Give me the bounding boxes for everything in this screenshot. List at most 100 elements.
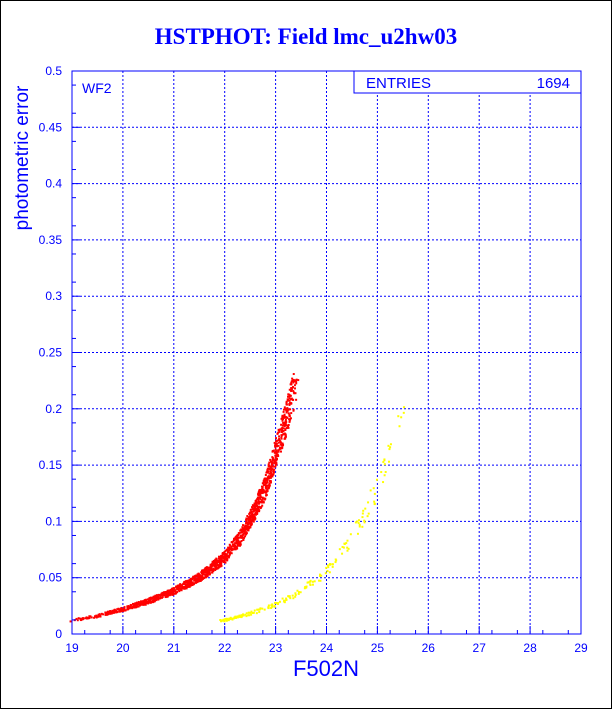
scatter-point <box>283 406 286 409</box>
scatter-point <box>280 423 283 426</box>
scatter-point <box>373 492 376 495</box>
scatter-point <box>274 443 277 446</box>
scatter-point <box>341 552 344 555</box>
scatter-point <box>215 565 218 568</box>
scatter-point <box>155 597 158 600</box>
scatter-point <box>236 544 239 547</box>
scatter-point <box>278 429 281 432</box>
scatter-point <box>146 598 149 601</box>
scatter-point <box>177 587 180 590</box>
scatter-point <box>293 380 296 383</box>
scatter-point <box>225 553 228 556</box>
scatter-point <box>277 431 280 434</box>
scatter-point <box>262 490 265 493</box>
scatter-point <box>182 586 185 589</box>
scatter-point <box>248 521 251 524</box>
scatter-point <box>280 417 283 420</box>
scatter-point <box>174 590 177 593</box>
scatter-point <box>176 588 179 591</box>
scatter-point <box>204 576 207 579</box>
scatter-point <box>278 600 281 603</box>
scatter-point <box>111 609 114 612</box>
scatter-point <box>257 492 260 495</box>
scatter-point <box>234 548 237 551</box>
scatter-point <box>380 471 383 474</box>
axis-ticks: 19 20 21 22 23 24 25 26 27 28 29 0 0.05 0.1 0.15 0.2 0.2… <box>39 64 588 655</box>
scatter-point <box>171 591 174 594</box>
scatter-point <box>275 439 278 442</box>
scatter-point <box>228 548 231 551</box>
stats-entries-label: ENTRIES <box>366 75 431 92</box>
scatter-point <box>228 547 231 550</box>
scatter-point <box>267 465 270 468</box>
scatter-point <box>361 525 364 528</box>
scatter-point <box>397 415 400 418</box>
scatter-point <box>285 424 288 427</box>
scatter-point <box>288 595 291 598</box>
scatter-point <box>138 604 141 607</box>
scatter-point <box>275 437 278 440</box>
scatter-point <box>260 505 263 508</box>
scatter-point <box>270 606 273 609</box>
scatter-point <box>104 611 107 614</box>
scatter-point <box>270 469 273 472</box>
scatter-point <box>226 559 229 562</box>
scatter-point <box>294 592 297 595</box>
scatter-point <box>263 483 266 486</box>
scatter-point <box>184 580 187 583</box>
scatter-point <box>280 436 283 439</box>
scatter-point <box>290 412 293 415</box>
scatter-point <box>275 452 278 455</box>
scatter-point <box>278 439 281 442</box>
scatter-point <box>289 418 292 421</box>
y-tick-label: 0.4 <box>45 177 62 191</box>
scatter-point <box>291 377 294 380</box>
scatter-point <box>342 546 345 549</box>
scatter-point <box>235 535 238 538</box>
scatter-point <box>260 499 263 502</box>
scatter-point <box>275 442 278 445</box>
scatter-point <box>305 586 308 589</box>
scatter-point <box>137 601 140 604</box>
scatter-point <box>277 441 280 444</box>
scatter-point <box>334 561 337 564</box>
scatter-point <box>305 585 308 588</box>
scatter-point <box>201 569 204 572</box>
scatter-point <box>179 587 182 590</box>
scatter-point <box>241 531 244 534</box>
scatter-point <box>299 591 302 594</box>
scatter-point <box>210 563 213 566</box>
scatter-point <box>141 602 144 605</box>
scatter-point <box>186 583 189 586</box>
scatter-point <box>202 571 205 574</box>
scatter-point <box>157 597 160 600</box>
scatter-point <box>261 485 264 488</box>
scatter-point <box>230 552 233 555</box>
scatter-point <box>255 512 258 515</box>
scatter-point <box>265 487 268 490</box>
y-tick-label: 0.15 <box>39 458 63 472</box>
scatter-point <box>229 547 232 550</box>
scatter-point <box>361 512 364 515</box>
scatter-point <box>281 414 284 417</box>
scatter-point <box>255 509 258 512</box>
scatter-point <box>282 430 285 433</box>
scatter-point <box>117 608 120 611</box>
scatter-point <box>280 434 283 437</box>
scatter-point <box>251 512 254 515</box>
scatter-point <box>218 557 221 560</box>
scatter-point <box>328 563 331 566</box>
scatter-point <box>281 429 284 432</box>
scatter-point <box>147 600 150 603</box>
scatter-point <box>216 559 219 562</box>
scatter-point <box>266 488 269 491</box>
scatter-point <box>269 481 272 484</box>
scatter-point <box>253 502 256 505</box>
y-tick-label: 0.25 <box>39 346 63 360</box>
scatter-point <box>264 477 267 480</box>
scatter-point <box>328 571 331 574</box>
scatter-point <box>261 501 264 504</box>
scatter-point <box>201 573 204 576</box>
scatter-point <box>191 581 194 584</box>
scatter-point <box>272 471 275 474</box>
